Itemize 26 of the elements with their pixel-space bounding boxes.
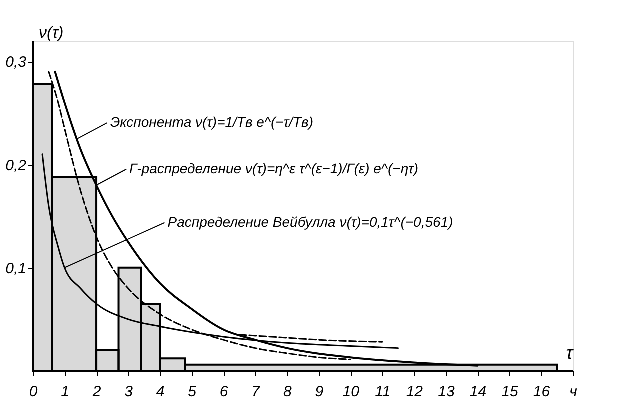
x-tick-label: 12: [406, 384, 424, 400]
x-tick-label: 16: [533, 384, 551, 400]
x-tick-label: 15: [502, 384, 519, 400]
x-tick-label: 0: [29, 384, 38, 400]
y-tick-label: 0,1: [6, 260, 26, 278]
x-tick-label: 13: [438, 384, 456, 400]
x-tick-label: 4: [156, 384, 165, 400]
x-tick-label: 1: [61, 384, 70, 400]
x-tick-label: 3: [124, 384, 134, 400]
y-tick-label: 0,3: [6, 54, 28, 72]
x-tick-label: 6: [220, 384, 229, 400]
x-tick-label: 14: [470, 384, 487, 400]
x-tick-label: 11: [375, 384, 391, 400]
annotation: Распределение Вейбулла ν(τ)=0,1τ^(−0,561): [168, 214, 454, 230]
annotation: Экспонента ν(τ)=1/Tв e^(−τ/Tв): [110, 114, 314, 130]
x-tick-label: 9: [315, 384, 324, 400]
y-axis-title: ν(τ): [39, 25, 64, 42]
x-axis-title: τ: [566, 343, 574, 363]
y-tick-label: 0,2: [6, 157, 28, 174]
x-tick-label: 10: [342, 384, 360, 400]
x-tick-label: ч: [570, 384, 578, 400]
x-tick-label: 7: [252, 384, 261, 400]
annotation: Г-распределение ν(τ)=η^ε τ^(ε−1)/Г(ε) e^(−ητ): [130, 160, 419, 176]
x-tick-label: 8: [283, 384, 292, 400]
x-tick-label: 5: [188, 384, 198, 400]
x-tick-label: 2: [92, 384, 102, 400]
